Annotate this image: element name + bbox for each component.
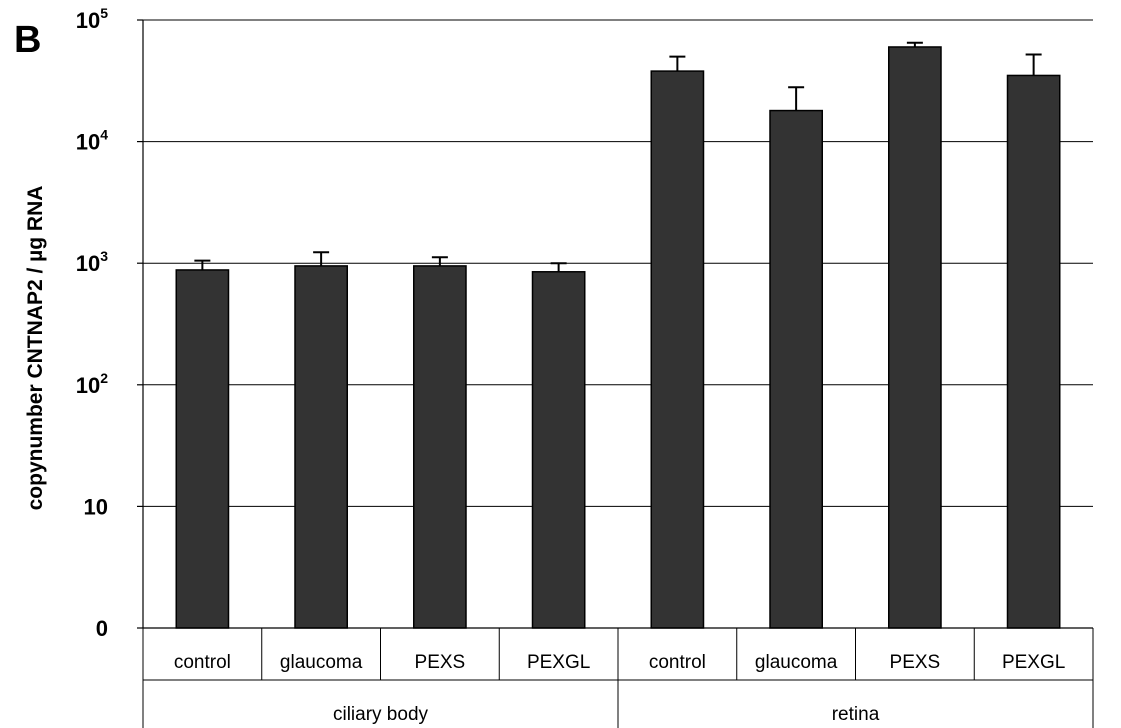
- x-category-label: control: [174, 652, 231, 673]
- bar: [294, 265, 348, 629]
- x-category-label: PEXS: [890, 652, 941, 673]
- bar: [650, 70, 705, 629]
- x-group-label: retina: [832, 704, 880, 725]
- bar: [413, 265, 467, 629]
- x-group-label: ciliary body: [333, 704, 429, 725]
- x-category-label: PEXGL: [527, 652, 590, 673]
- y-tick-exponent: 5: [100, 5, 108, 21]
- y-tick-label: 102: [76, 370, 108, 398]
- y-tick-label: 104: [76, 127, 108, 155]
- x-category-label: PEXS: [415, 652, 466, 673]
- bar: [769, 109, 823, 629]
- x-category-label: glaucoma: [755, 652, 838, 673]
- y-tick-label: 103: [76, 248, 108, 276]
- y-tick-label: 105: [76, 5, 108, 33]
- x-category-label: control: [649, 652, 706, 673]
- error-bars: [194, 41, 1042, 272]
- bars: [175, 46, 1061, 629]
- y-tick-label: 10: [84, 494, 108, 519]
- panel-label: B: [14, 19, 41, 61]
- y-tick-labels: 0 10 102 103 104 105: [76, 5, 108, 641]
- bar: [1006, 74, 1061, 629]
- x-category-label: PEXGL: [1002, 652, 1065, 673]
- gridlines: [143, 19, 1093, 507]
- bar: [531, 271, 586, 629]
- y-tick-exponent: 2: [100, 370, 108, 386]
- y-tick-label: 0: [96, 616, 108, 641]
- y-tick-exponent: 4: [100, 127, 108, 143]
- x-axis: control glaucoma PEXS PEXGL control glaucoma P…: [137, 19, 1094, 728]
- y-tick-exponent: 3: [100, 248, 108, 264]
- x-category-label: glaucoma: [280, 652, 363, 673]
- bar: [175, 269, 230, 629]
- y-axis-label: copynumber CNTNAP2 / µg RNA: [24, 186, 47, 511]
- bar: [888, 46, 942, 629]
